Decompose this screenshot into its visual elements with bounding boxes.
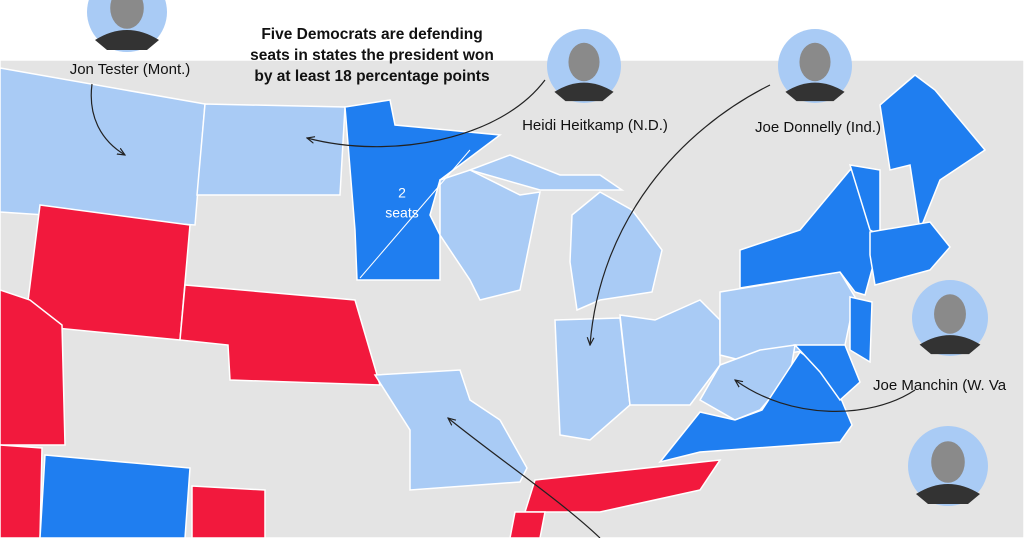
arrow — [90, 83, 125, 155]
map-label: seats — [385, 205, 418, 221]
state — [439, 169, 541, 301]
portraits — [87, 0, 988, 506]
state — [869, 221, 951, 286]
state — [523, 459, 722, 513]
state — [0, 444, 43, 538]
portrait-shoulders — [916, 484, 980, 504]
state — [467, 154, 625, 191]
arrow — [448, 418, 601, 538]
portrait-face — [568, 42, 600, 82]
state — [793, 344, 861, 402]
portrait-face — [799, 42, 831, 82]
person-label: Joe Manchin (W. Va — [873, 377, 1007, 394]
title-line: by at least 18 percentage points — [254, 68, 489, 85]
state — [554, 317, 631, 441]
divider — [359, 149, 471, 279]
portrait-shoulders — [919, 335, 981, 355]
state — [509, 511, 546, 538]
map-label: 2 — [398, 185, 406, 201]
state — [179, 284, 382, 386]
arrow — [307, 79, 546, 148]
title-line: seats in states the president won — [250, 47, 494, 64]
state — [569, 191, 663, 312]
portrait-shoulders — [95, 30, 159, 50]
person-label: Jon Tester (Mont.) — [70, 61, 191, 78]
state — [191, 485, 266, 538]
person-label: Joe Donnelly (Ind.) — [755, 119, 881, 136]
state — [344, 99, 503, 281]
state — [849, 296, 873, 364]
portrait-face — [931, 441, 965, 483]
portrait-face — [934, 294, 966, 334]
portrait-face — [110, 0, 144, 29]
state — [373, 369, 528, 491]
title-line: Five Democrats are defending — [261, 26, 482, 43]
portrait-shoulders — [554, 82, 614, 102]
state — [879, 74, 987, 233]
arrow — [590, 84, 771, 345]
portrait-shoulders — [785, 82, 845, 102]
arrow — [735, 380, 916, 412]
state — [39, 454, 191, 538]
states — [0, 59, 1024, 538]
person-label: Heidi Heitkamp (N.D.) — [522, 117, 668, 134]
state — [0, 67, 206, 226]
state — [0, 289, 66, 446]
state — [196, 103, 346, 196]
